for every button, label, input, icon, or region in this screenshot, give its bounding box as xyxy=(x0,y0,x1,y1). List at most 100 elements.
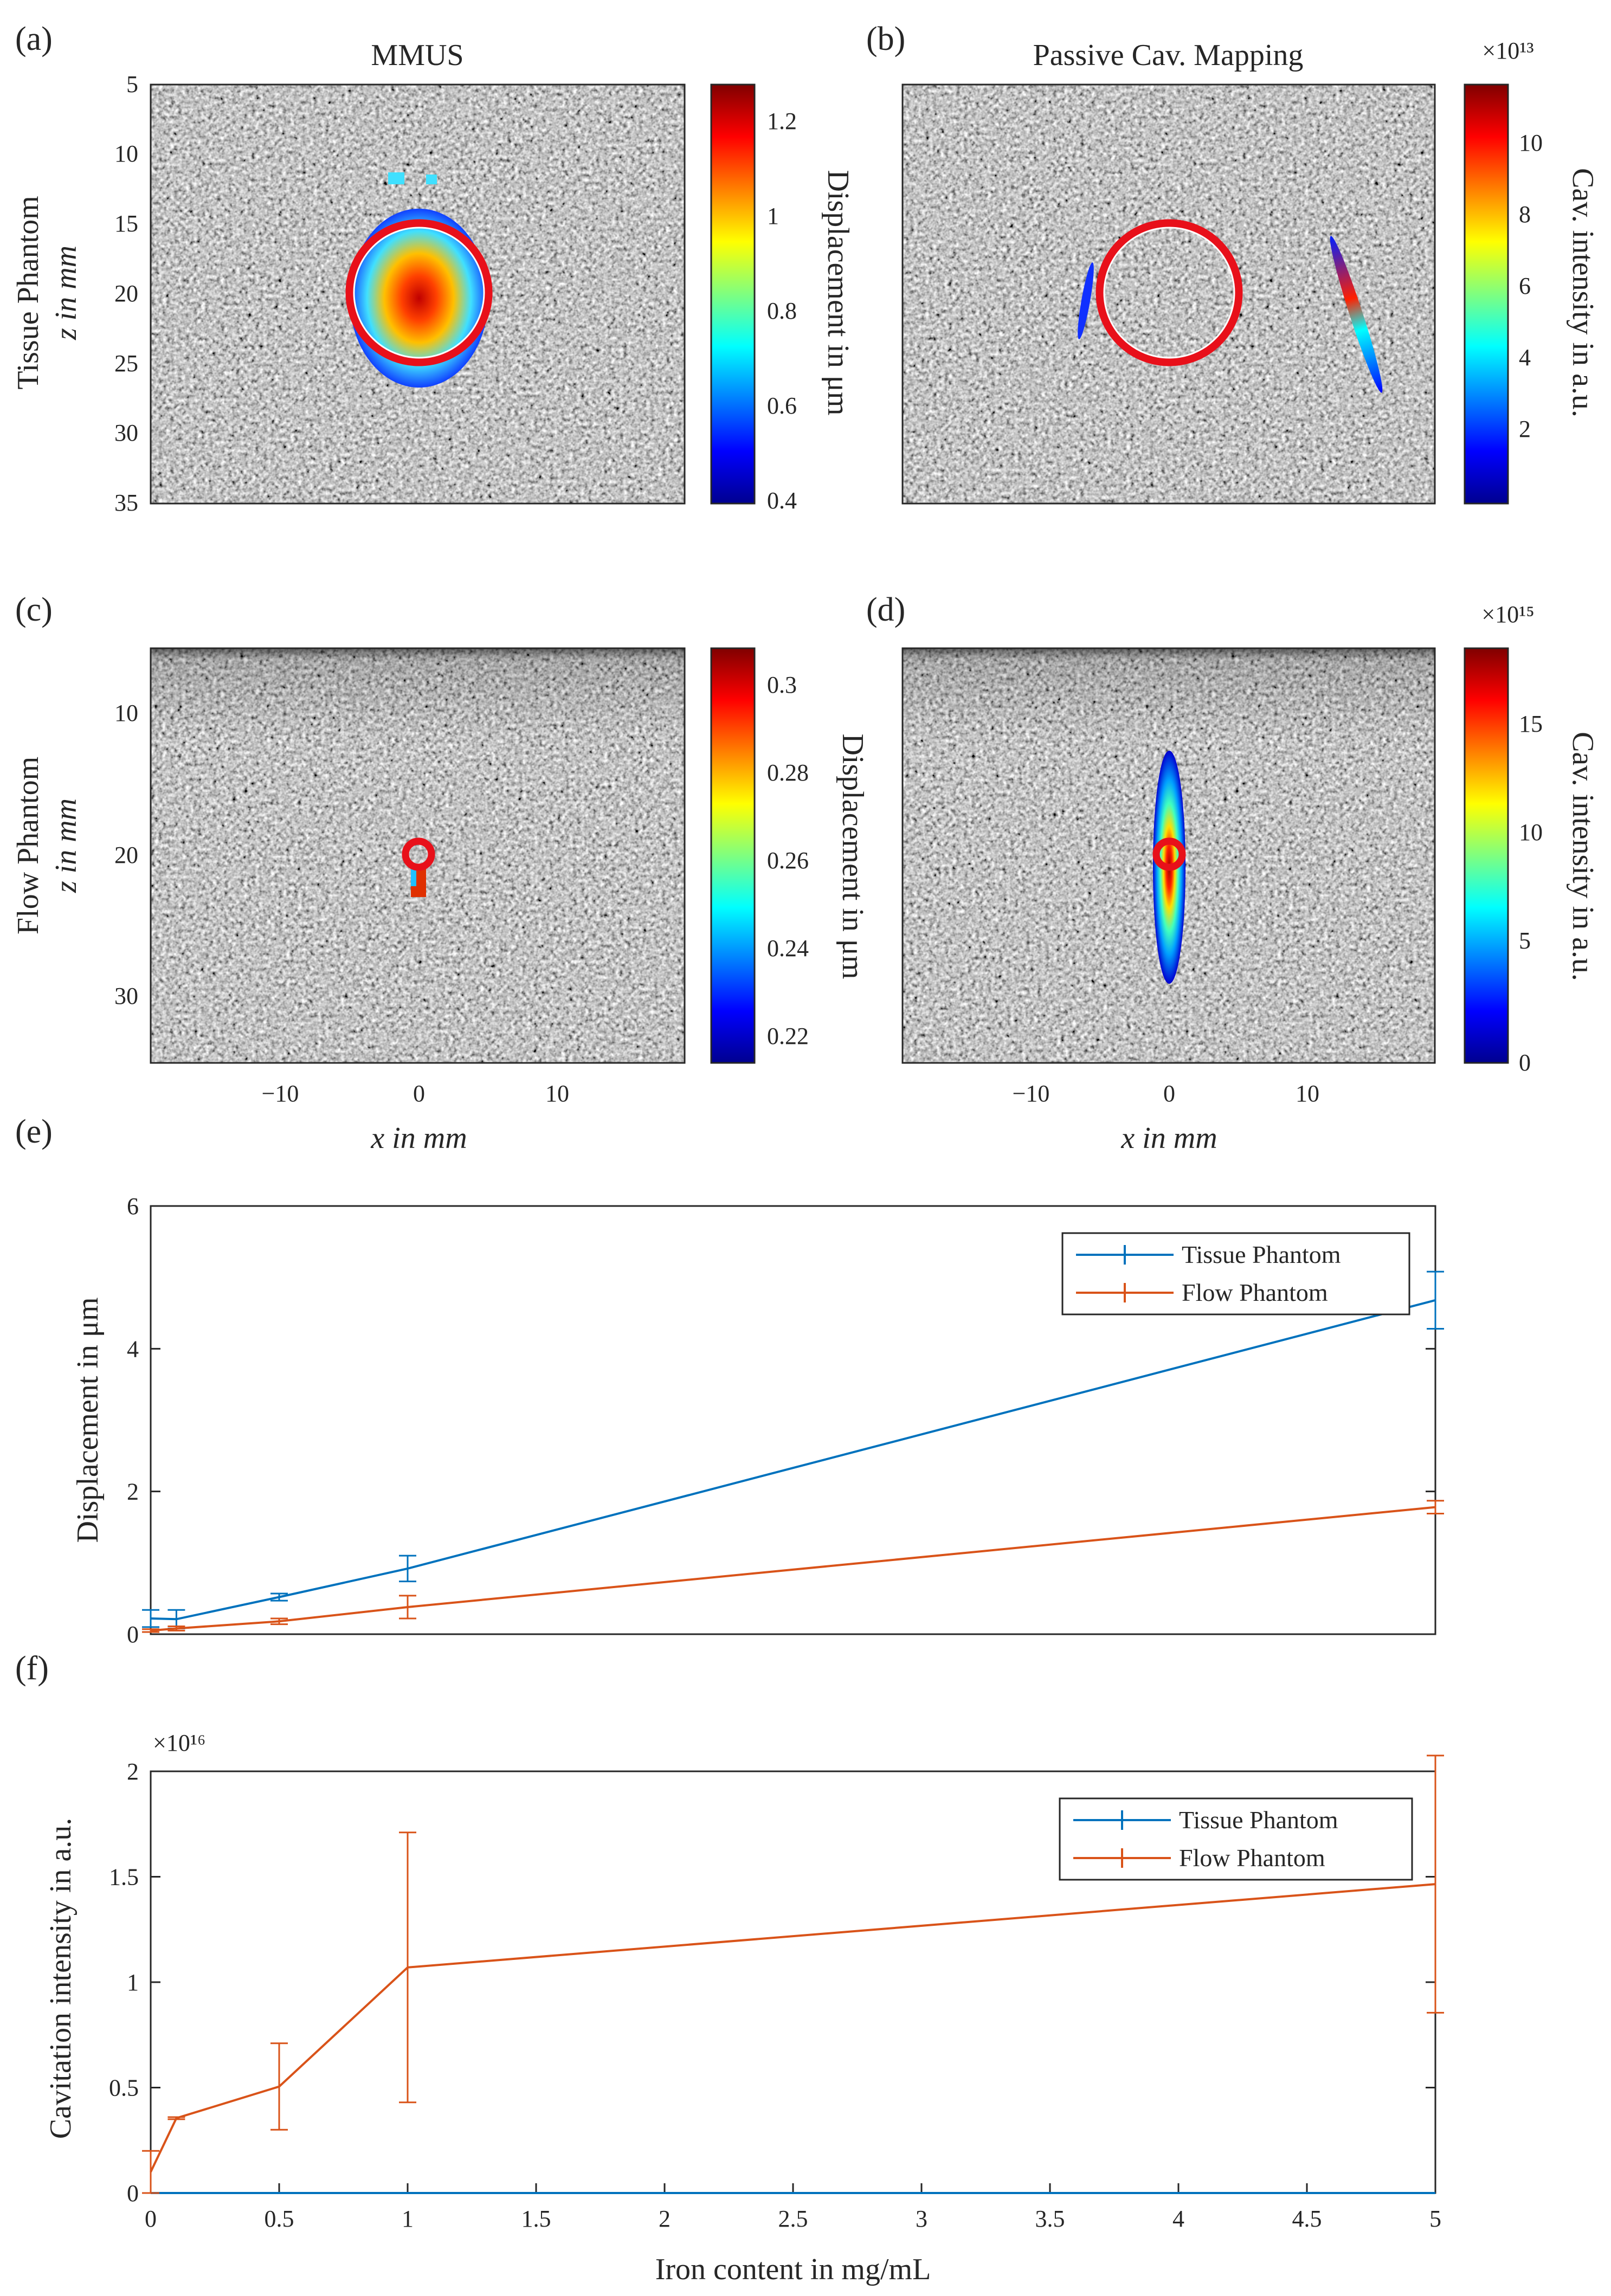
cbar-tick: 0.8 xyxy=(767,298,797,324)
chart-e-ylabel: Displacement in μm xyxy=(71,1297,105,1543)
row-title-tissue: Tissue Phantom xyxy=(11,196,45,389)
cbar-tick: 15 xyxy=(1519,711,1543,737)
legend-label-tissue: Tissue Phantom xyxy=(1182,1241,1341,1268)
colorbar-d-exponent: ×10¹⁵ xyxy=(1481,601,1534,628)
z-tick: 5 xyxy=(126,71,138,98)
x-tick-label: 4.5 xyxy=(1292,2205,1322,2232)
legend-box xyxy=(1061,1232,1410,1315)
x-tick-label: 4 xyxy=(1172,2205,1184,2232)
cavitation-streak-right xyxy=(1330,236,1383,393)
title-pcm: Passive Cav. Mapping xyxy=(1033,38,1304,72)
legend-box xyxy=(1059,1797,1413,1881)
chart-f-y-ticks: 0 0.5 1 1.5 2 xyxy=(109,1758,1435,2207)
x-tick: −10 xyxy=(262,1080,299,1107)
y-tick-label: 0 xyxy=(127,2180,139,2207)
panel-b-image xyxy=(901,83,1436,505)
cbar-tick: 0.22 xyxy=(767,1023,809,1049)
x-tick-label: 1.5 xyxy=(521,2205,551,2232)
colorbar-c-label: Displacement in μm xyxy=(836,733,869,979)
y-tick-label: 0 xyxy=(127,1621,139,1648)
chart-f-x-ticks: 0 0.5 1 1.5 2 2.5 3 3.5 4 4.5 5 xyxy=(145,2183,1441,2232)
z-tick: 25 xyxy=(114,350,138,377)
panel-d-image xyxy=(901,647,1436,1064)
colorbar-b-ticks: 10 8 6 4 2 xyxy=(1519,130,1543,442)
z-tick: 15 xyxy=(114,210,138,237)
x-tick-label: 3.5 xyxy=(1035,2205,1065,2232)
x-tick-label: 5 xyxy=(1429,2205,1441,2232)
colorbar-b-label: Cav. intensity in a.u. xyxy=(1566,168,1600,417)
chart-e-series xyxy=(142,1270,1444,1633)
flow-z-ticks: 10 20 30 xyxy=(114,700,138,1009)
cbar-tick: 0.28 xyxy=(767,759,809,786)
target-ring-inner xyxy=(1103,227,1235,359)
cbar-tick: 0.3 xyxy=(767,672,797,698)
x-tick: 10 xyxy=(1296,1080,1319,1107)
colorbar-a-ticks: 1.2 1 0.8 0.6 0.4 xyxy=(767,108,797,514)
y-tick-label: 4 xyxy=(127,1336,139,1362)
x-tick-label: 0.5 xyxy=(265,2205,294,2232)
row-title-flow: Flow Phantom xyxy=(11,757,45,934)
z-tick: 35 xyxy=(114,489,138,516)
cbar-tick: 1.2 xyxy=(767,108,797,134)
tissue-z-ticks: 5 10 15 20 25 30 35 xyxy=(114,71,138,516)
image-x-ticks-c: −10 0 10 xyxy=(262,1080,569,1107)
cavitation-streak-left xyxy=(1078,262,1094,339)
panel-label-e: (e) xyxy=(15,1113,53,1150)
x-tick: −10 xyxy=(1013,1080,1050,1107)
cbar-tick: 4 xyxy=(1519,344,1531,371)
z-tick: 10 xyxy=(114,140,138,167)
x-tick-label: 1 xyxy=(402,2205,414,2232)
cbar-tick: 6 xyxy=(1519,273,1531,299)
target-ring xyxy=(402,837,435,871)
colorbar-d-ticks: 15 10 5 0 xyxy=(1519,711,1543,1076)
legend-label-flow: Flow Phantom xyxy=(1182,1279,1328,1306)
colorbar-b xyxy=(1464,83,1509,505)
displacement-blob xyxy=(350,209,488,388)
displacement-spot xyxy=(411,865,416,886)
legend-label-flow: Flow Phantom xyxy=(1179,1844,1325,1872)
panel-label-b: (b) xyxy=(866,21,905,57)
cbar-tick: 0.4 xyxy=(767,487,797,514)
displacement-speck xyxy=(426,175,437,184)
x-axis-label-d: x in mm xyxy=(1120,1121,1217,1155)
target-ring xyxy=(345,219,493,366)
colorbar-c xyxy=(710,647,756,1064)
cbar-tick: 1 xyxy=(767,203,779,229)
panel-label-f: (f) xyxy=(15,1650,49,1687)
chart-f-ylabel: Cavitation intensity in a.u. xyxy=(44,1818,78,2139)
cbar-tick: 0 xyxy=(1519,1049,1531,1076)
x-tick-label: 0 xyxy=(145,2205,157,2232)
cbar-tick: 0.24 xyxy=(767,935,809,962)
chart-f-xlabel: Iron content in mg/mL xyxy=(655,2253,931,2286)
y-tick-label: 2 xyxy=(127,1479,139,1505)
chart-f-series xyxy=(142,1755,1444,2194)
z-tick: 30 xyxy=(114,983,138,1009)
cbar-tick: 8 xyxy=(1519,201,1531,228)
z-tick: 10 xyxy=(114,700,138,726)
displacement-speck xyxy=(388,172,404,184)
y-tick-label: 1.5 xyxy=(109,1864,139,1891)
image-x-ticks-d: −10 0 10 xyxy=(1013,1080,1319,1107)
colorbar-a xyxy=(710,83,756,505)
x-tick-label: 2 xyxy=(659,2205,671,2232)
panel-a-image xyxy=(150,83,686,505)
x-tick: 0 xyxy=(413,1080,425,1107)
y-tick-label: 6 xyxy=(127,1193,139,1220)
colorbar-d-label: Cav. intensity in a.u. xyxy=(1566,732,1600,981)
x-tick-label: 3 xyxy=(916,2205,927,2232)
row-axis-flow: z in mm xyxy=(49,798,83,893)
x-tick: 0 xyxy=(1163,1080,1175,1107)
row-axis-tissue: z in mm xyxy=(49,246,83,340)
colorbar-a-label: Displacement in μm xyxy=(821,170,855,415)
chart-f-legend: Tissue Phantom Flow Phantom xyxy=(1059,1797,1413,1881)
z-tick: 30 xyxy=(114,420,138,446)
cbar-tick: 5 xyxy=(1519,927,1531,954)
cbar-tick: 0.6 xyxy=(767,392,797,419)
target-ring xyxy=(1152,837,1186,871)
chart-e-y-ticks: 0 2 4 6 xyxy=(127,1193,1435,1648)
chart-f-exponent: ×10¹⁶ xyxy=(153,1730,205,1756)
x-tick-label: 2.5 xyxy=(778,2205,808,2232)
panel-c-image xyxy=(150,647,686,1064)
y-tick-label: 0.5 xyxy=(109,2075,139,2101)
